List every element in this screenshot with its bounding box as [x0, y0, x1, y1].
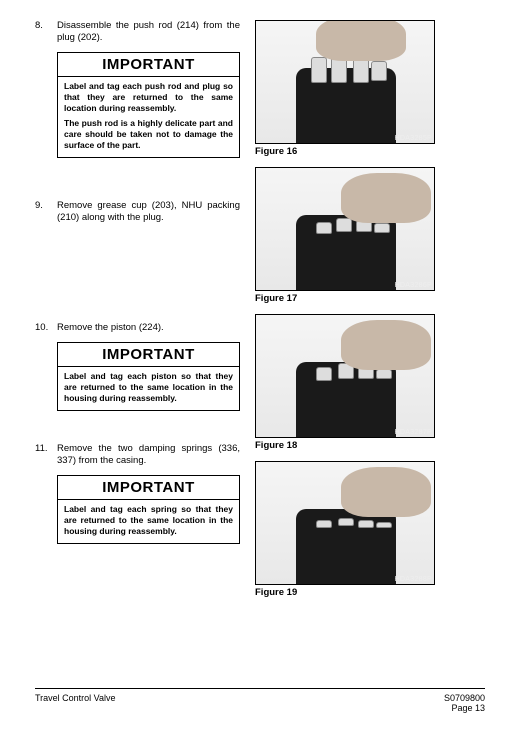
step: 11.Remove the two damping springs (336, …	[35, 443, 240, 467]
figure-block: HDA3287P Figure 18	[255, 314, 435, 451]
important-body: Label and tag each spring so that they a…	[58, 500, 239, 543]
figure-image: HDA3287P	[255, 314, 435, 438]
figure-caption: Figure 19	[255, 587, 435, 598]
footer-left: Travel Control Valve	[35, 693, 116, 713]
figure-image: HDA3286P	[255, 167, 435, 291]
figure-caption: Figure 18	[255, 440, 435, 451]
important-body: Label and tag each piston so that they a…	[58, 367, 239, 410]
step-number: 11.	[35, 443, 57, 467]
step-text: Remove grease cup (203), NHU packing (21…	[57, 200, 240, 224]
footer-doc-id: S0709800	[444, 693, 485, 703]
step: 10.Remove the piston (224).	[35, 322, 240, 334]
step-number: 9.	[35, 200, 57, 224]
footer-right: S0709800 Page 13	[444, 693, 485, 713]
figure-id: HDA3286P	[395, 282, 432, 289]
figure-caption: Figure 17	[255, 293, 435, 304]
important-title: IMPORTANT	[58, 53, 239, 77]
figure-id: HDA3288P	[395, 576, 432, 583]
footer-page-num: Page 13	[444, 703, 485, 713]
important-title: IMPORTANT	[58, 343, 239, 367]
page-footer: Travel Control Valve S0709800 Page 13	[35, 688, 485, 713]
important-box: IMPORTANTLabel and tag each piston so th…	[57, 342, 240, 411]
important-title: IMPORTANT	[58, 476, 239, 500]
step: 9.Remove grease cup (203), NHU packing (…	[35, 200, 240, 224]
step-number: 10.	[35, 322, 57, 334]
step-text: Remove the two damping springs (336, 337…	[57, 443, 240, 467]
figure-image: HDA3288P	[255, 461, 435, 585]
figure-id: HDA3287P	[395, 429, 432, 436]
important-box: IMPORTANTLabel and tag each push rod and…	[57, 52, 240, 158]
figure-id: HDA3285P	[395, 135, 432, 142]
important-box: IMPORTANTLabel and tag each spring so th…	[57, 475, 240, 544]
figure-block: HDA3288P Figure 19	[255, 461, 435, 598]
step: 8.Disassemble the push rod (214) from th…	[35, 20, 240, 44]
figure-block: HDA3286P Figure 17	[255, 167, 435, 304]
important-body: Label and tag each push rod and plug so …	[58, 77, 239, 157]
step-text: Disassemble the push rod (214) from the …	[57, 20, 240, 44]
step-number: 8.	[35, 20, 57, 44]
figure-caption: Figure 16	[255, 146, 435, 157]
figure-block: HDA3285P Figure 16	[255, 20, 435, 157]
figure-image: HDA3285P	[255, 20, 435, 144]
step-text: Remove the piston (224).	[57, 322, 240, 334]
